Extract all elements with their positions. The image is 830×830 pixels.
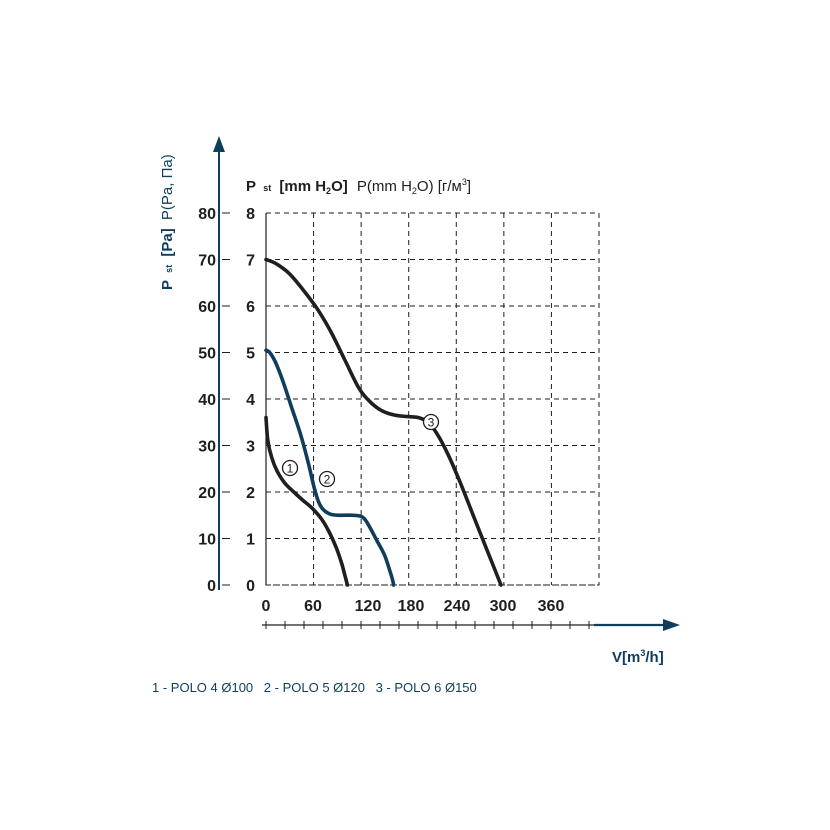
x-tick-label: 120 [355, 598, 382, 615]
inner-axis-label-bold: [mm H [279, 178, 326, 195]
inner-axis-label-alt: P(mm H [357, 178, 412, 195]
curves: 1 2 3 [264, 257, 503, 587]
left-axis-label-main: P [159, 280, 176, 290]
x-axis-label: V[m3/h] [612, 648, 664, 666]
inner-axis-label-bold-sub: 2 [326, 186, 331, 196]
left-axis-label-alt: P(Pa, Па) [159, 154, 176, 220]
left-tick-label: 40 [198, 392, 216, 409]
inner-tick-label: 4 [246, 392, 255, 409]
inner-axis-label-alt-end: ] [467, 178, 471, 195]
inner-axis-label-alt-sup: 3 [462, 177, 467, 187]
left-axis-arrow-icon [213, 136, 225, 152]
legend: 1 - POLO 4 Ø100 2 - POLO 5 Ø120 3 - POLO… [152, 680, 484, 695]
series-curve-2 [264, 348, 396, 587]
curve-marker-label-2: 2 [324, 473, 331, 487]
x-tick-label: 0 [262, 598, 271, 615]
inner-tick-label: 7 [246, 253, 255, 270]
inner-tick-label: 1 [246, 532, 255, 549]
left-tick-label: 80 [198, 206, 216, 223]
legend-item-1: 1 - POLO 4 Ø100 [152, 680, 254, 695]
x-tick-label: 180 [398, 598, 425, 615]
curve-marker-2 [318, 470, 336, 488]
inner-tick-label: 5 [246, 346, 255, 363]
x-axis-arrow-icon [663, 619, 680, 631]
left-tick-label: 30 [198, 439, 216, 456]
inner-axis-label-alt-sub: 2 [412, 186, 417, 196]
x-axis-label-end: /h] [645, 649, 663, 666]
left-tick-label: 20 [198, 485, 216, 502]
left-tick-label: 60 [198, 299, 216, 316]
inner-axis-label: P st [mm H2O] P(mm H2O) [г/м3] [246, 177, 471, 196]
x-tick-label: 60 [304, 598, 322, 615]
x-tick-label: 300 [490, 598, 517, 615]
series-curve-3 [264, 257, 503, 587]
inner-axis-label-main: P [246, 178, 256, 195]
inner-tick-label: 0 [246, 578, 255, 595]
grid [222, 212, 600, 586]
x-tick-label: 360 [538, 598, 565, 615]
inner-tick-label: 8 [246, 206, 255, 223]
legend-item-2: 2 - POLO 5 Ø120 [263, 680, 365, 695]
left-tick-label: 0 [207, 578, 216, 595]
left-axis-label: P st [Pa] P(Pa, Па) [159, 154, 176, 290]
left-tick-label: 70 [198, 253, 216, 270]
inner-tick-label: 6 [246, 299, 255, 316]
curve-marker-label-1: 1 [287, 462, 294, 476]
x-tick-label: 240 [444, 598, 471, 615]
bottom-axis [262, 619, 680, 631]
left-tick-label: 50 [198, 346, 216, 363]
curve-marker-1 [281, 459, 299, 477]
left-axis-label-rest: [Pa] [159, 228, 176, 256]
left-axis-label-sub: st [164, 265, 174, 273]
x-axis-label-sup: 3 [640, 648, 645, 658]
series-curve-1 [264, 415, 350, 587]
inner-axis-label-sub: st [263, 183, 271, 193]
inner-axis-label-alt-mid: O) [г/м [417, 178, 462, 195]
inner-axis-label-bold-end: O] [331, 178, 348, 195]
x-axis-label-main: V[m [612, 649, 640, 666]
inner-tick-label: 2 [246, 485, 255, 502]
inner-tick-label: 3 [246, 439, 255, 456]
curve-marker-label-3: 3 [428, 416, 435, 430]
curve-marker-3 [422, 413, 440, 431]
legend-item-3: 3 - POLO 6 Ø150 [375, 680, 477, 695]
left-tick-label: 10 [198, 532, 216, 549]
